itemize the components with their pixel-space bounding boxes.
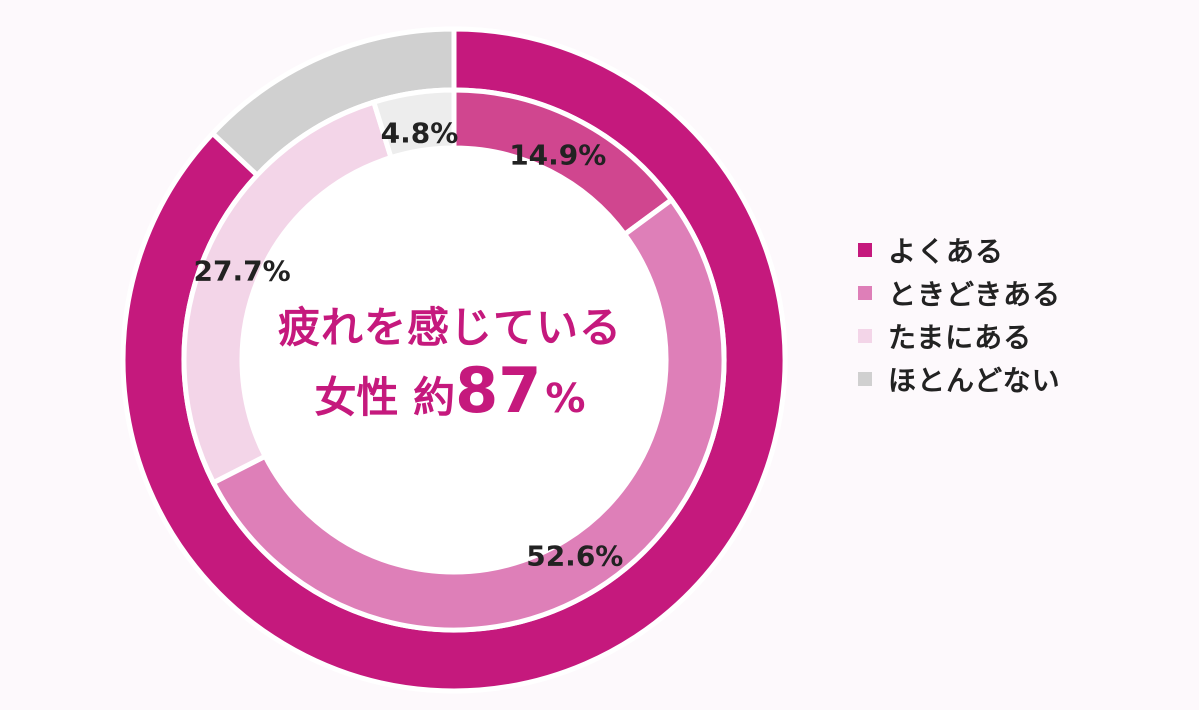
- legend-label: よくある: [888, 234, 1005, 268]
- slice-value-label: 4.8%: [381, 117, 459, 150]
- slice-value-label: 14.9%: [509, 139, 606, 172]
- legend-label: ときどきある: [888, 277, 1062, 311]
- legend-swatch: [858, 371, 872, 386]
- legend-swatch: [858, 285, 872, 300]
- center-value: 女性 約87%: [315, 354, 586, 427]
- legend: よくある ときどきある たまにある ほとんどない: [858, 228, 1061, 400]
- legend-item-often: よくある: [858, 228, 1061, 271]
- center-value-number: 87: [455, 354, 541, 427]
- legend-swatch: [858, 242, 872, 257]
- center-title: 疲れを感じている: [278, 303, 622, 352]
- legend-swatch: [858, 328, 872, 343]
- legend-label: たまにある: [888, 320, 1033, 354]
- legend-label: ほとんどない: [888, 363, 1061, 397]
- slice-value-label: 27.7%: [193, 255, 290, 288]
- legend-item-occasionally: たまにある: [858, 314, 1061, 357]
- legend-item-rarely: ほとんどない: [858, 357, 1061, 400]
- slice-labels: 14.9% 52.6% 27.7% 4.8%: [193, 117, 623, 573]
- center-value-unit: %: [545, 376, 585, 422]
- slice-value-label: 52.6%: [526, 540, 623, 573]
- legend-item-sometimes: ときどきある: [858, 271, 1061, 314]
- center-disc: [242, 148, 666, 572]
- center-value-prefix: 女性 約: [315, 373, 456, 422]
